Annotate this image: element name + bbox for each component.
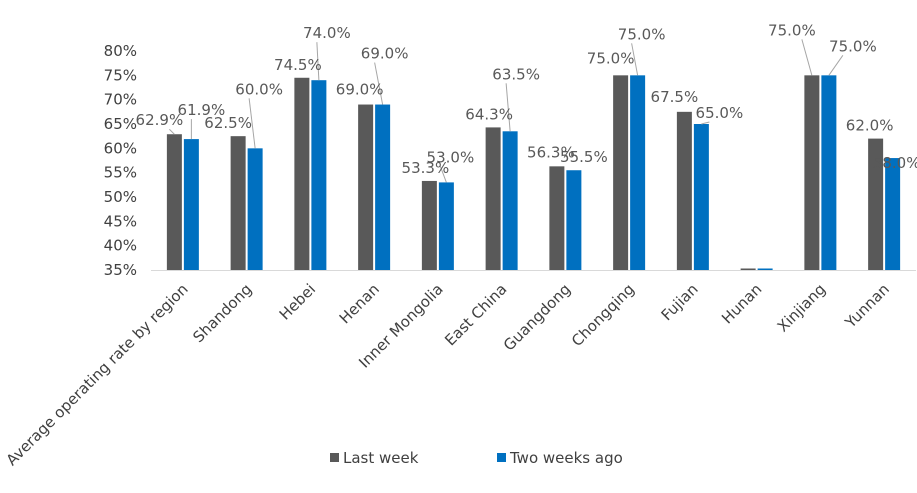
leader-line (248, 98, 256, 149)
bar (247, 148, 263, 270)
data-label: 58.0% (873, 154, 917, 172)
legend: Last week Two weeks ago (330, 449, 623, 467)
legend-label: Last week (343, 449, 419, 467)
data-label: 65.0% (696, 104, 744, 122)
data-label: 75.0% (618, 25, 666, 43)
category-label: Yunnan (841, 280, 893, 332)
leader-line (828, 55, 844, 76)
leader-lines (169, 39, 844, 183)
leader-line (374, 62, 384, 105)
bar (868, 138, 884, 270)
bar (358, 104, 374, 271)
data-label: 53.3% (402, 159, 450, 177)
data-label: 62.5% (204, 114, 252, 132)
category-label: Hebei (276, 280, 319, 323)
category-label: Chongqing (568, 280, 638, 350)
bars (166, 75, 901, 271)
category-label: Xinjiang (774, 280, 830, 336)
y-axis: 35% 40% 45% 50% 55% 60% 65% 70% 75% 80% (104, 42, 137, 279)
leader-line (701, 121, 710, 125)
bar (166, 134, 182, 270)
y-tick-label: 75% (104, 66, 137, 84)
leader-line (439, 166, 447, 183)
category-label: Shandong (189, 280, 255, 346)
bar (804, 75, 820, 270)
bar (421, 180, 437, 270)
data-label: 56.3% (527, 143, 575, 161)
bar (375, 104, 391, 271)
legend-label: Two weeks ago (509, 449, 623, 467)
data-label: 62.9% (136, 111, 184, 129)
bar (183, 139, 199, 270)
bar (630, 75, 646, 270)
data-label: 55.5% (560, 148, 608, 166)
category-label: Average operating rate by region (3, 280, 192, 469)
data-label: 64.3% (465, 105, 513, 123)
bar (502, 131, 518, 270)
category-label: Guangdong (500, 280, 574, 354)
bar (549, 166, 565, 270)
category-label: East China (441, 280, 510, 349)
leader-line (316, 42, 320, 81)
category-label: Fujian (658, 280, 702, 324)
y-tick-label: 80% (104, 42, 137, 60)
data-label: 60.0% (235, 80, 283, 98)
bar (740, 268, 756, 270)
leader-line (169, 128, 175, 135)
bar (676, 111, 692, 270)
bar (311, 80, 327, 270)
data-label: 67.5% (651, 88, 699, 106)
y-tick-label: 60% (104, 139, 137, 157)
data-label: 63.5% (492, 65, 540, 83)
data-label: 75.0% (829, 37, 877, 55)
bar (613, 75, 629, 270)
y-tick-label: 50% (104, 188, 137, 206)
y-tick-label: 45% (104, 212, 137, 230)
y-tick-label: 65% (104, 115, 137, 133)
data-labels: 62.9% 62.5% 74.5% 69.0% 53.3% 64.3% 56.3% 75.0%… (136, 21, 917, 177)
data-label: 61.9% (178, 101, 226, 119)
y-tick-label: 55% (104, 164, 137, 182)
data-label: 75.0% (768, 21, 816, 39)
data-label: 53.0% (427, 148, 475, 166)
bar (438, 182, 454, 270)
category-label: Hunan (718, 280, 765, 327)
leader-line (801, 39, 813, 76)
data-label: 69.0% (336, 81, 384, 99)
data-label: 74.0% (303, 24, 351, 42)
bar (693, 124, 709, 270)
bar (821, 75, 837, 270)
leader-line (505, 83, 511, 132)
data-label: 69.0% (361, 45, 409, 63)
legend-swatch (330, 453, 339, 462)
y-tick-label: 35% (104, 261, 137, 279)
legend-swatch (497, 453, 506, 462)
data-label: 74.5% (274, 56, 322, 74)
category-label: Henan (336, 280, 383, 327)
y-tick-label: 40% (104, 237, 137, 255)
x-axis: Average operating rate by regionShandong… (3, 270, 916, 469)
bar (566, 170, 582, 270)
bar (885, 158, 901, 270)
bar (230, 136, 246, 270)
bar (294, 77, 310, 271)
data-label: 75.0% (587, 49, 635, 67)
bar (485, 127, 501, 270)
data-label: 62.0% (846, 117, 894, 135)
y-tick-label: 70% (104, 91, 137, 109)
leader-line (631, 43, 639, 76)
bar (757, 268, 773, 270)
